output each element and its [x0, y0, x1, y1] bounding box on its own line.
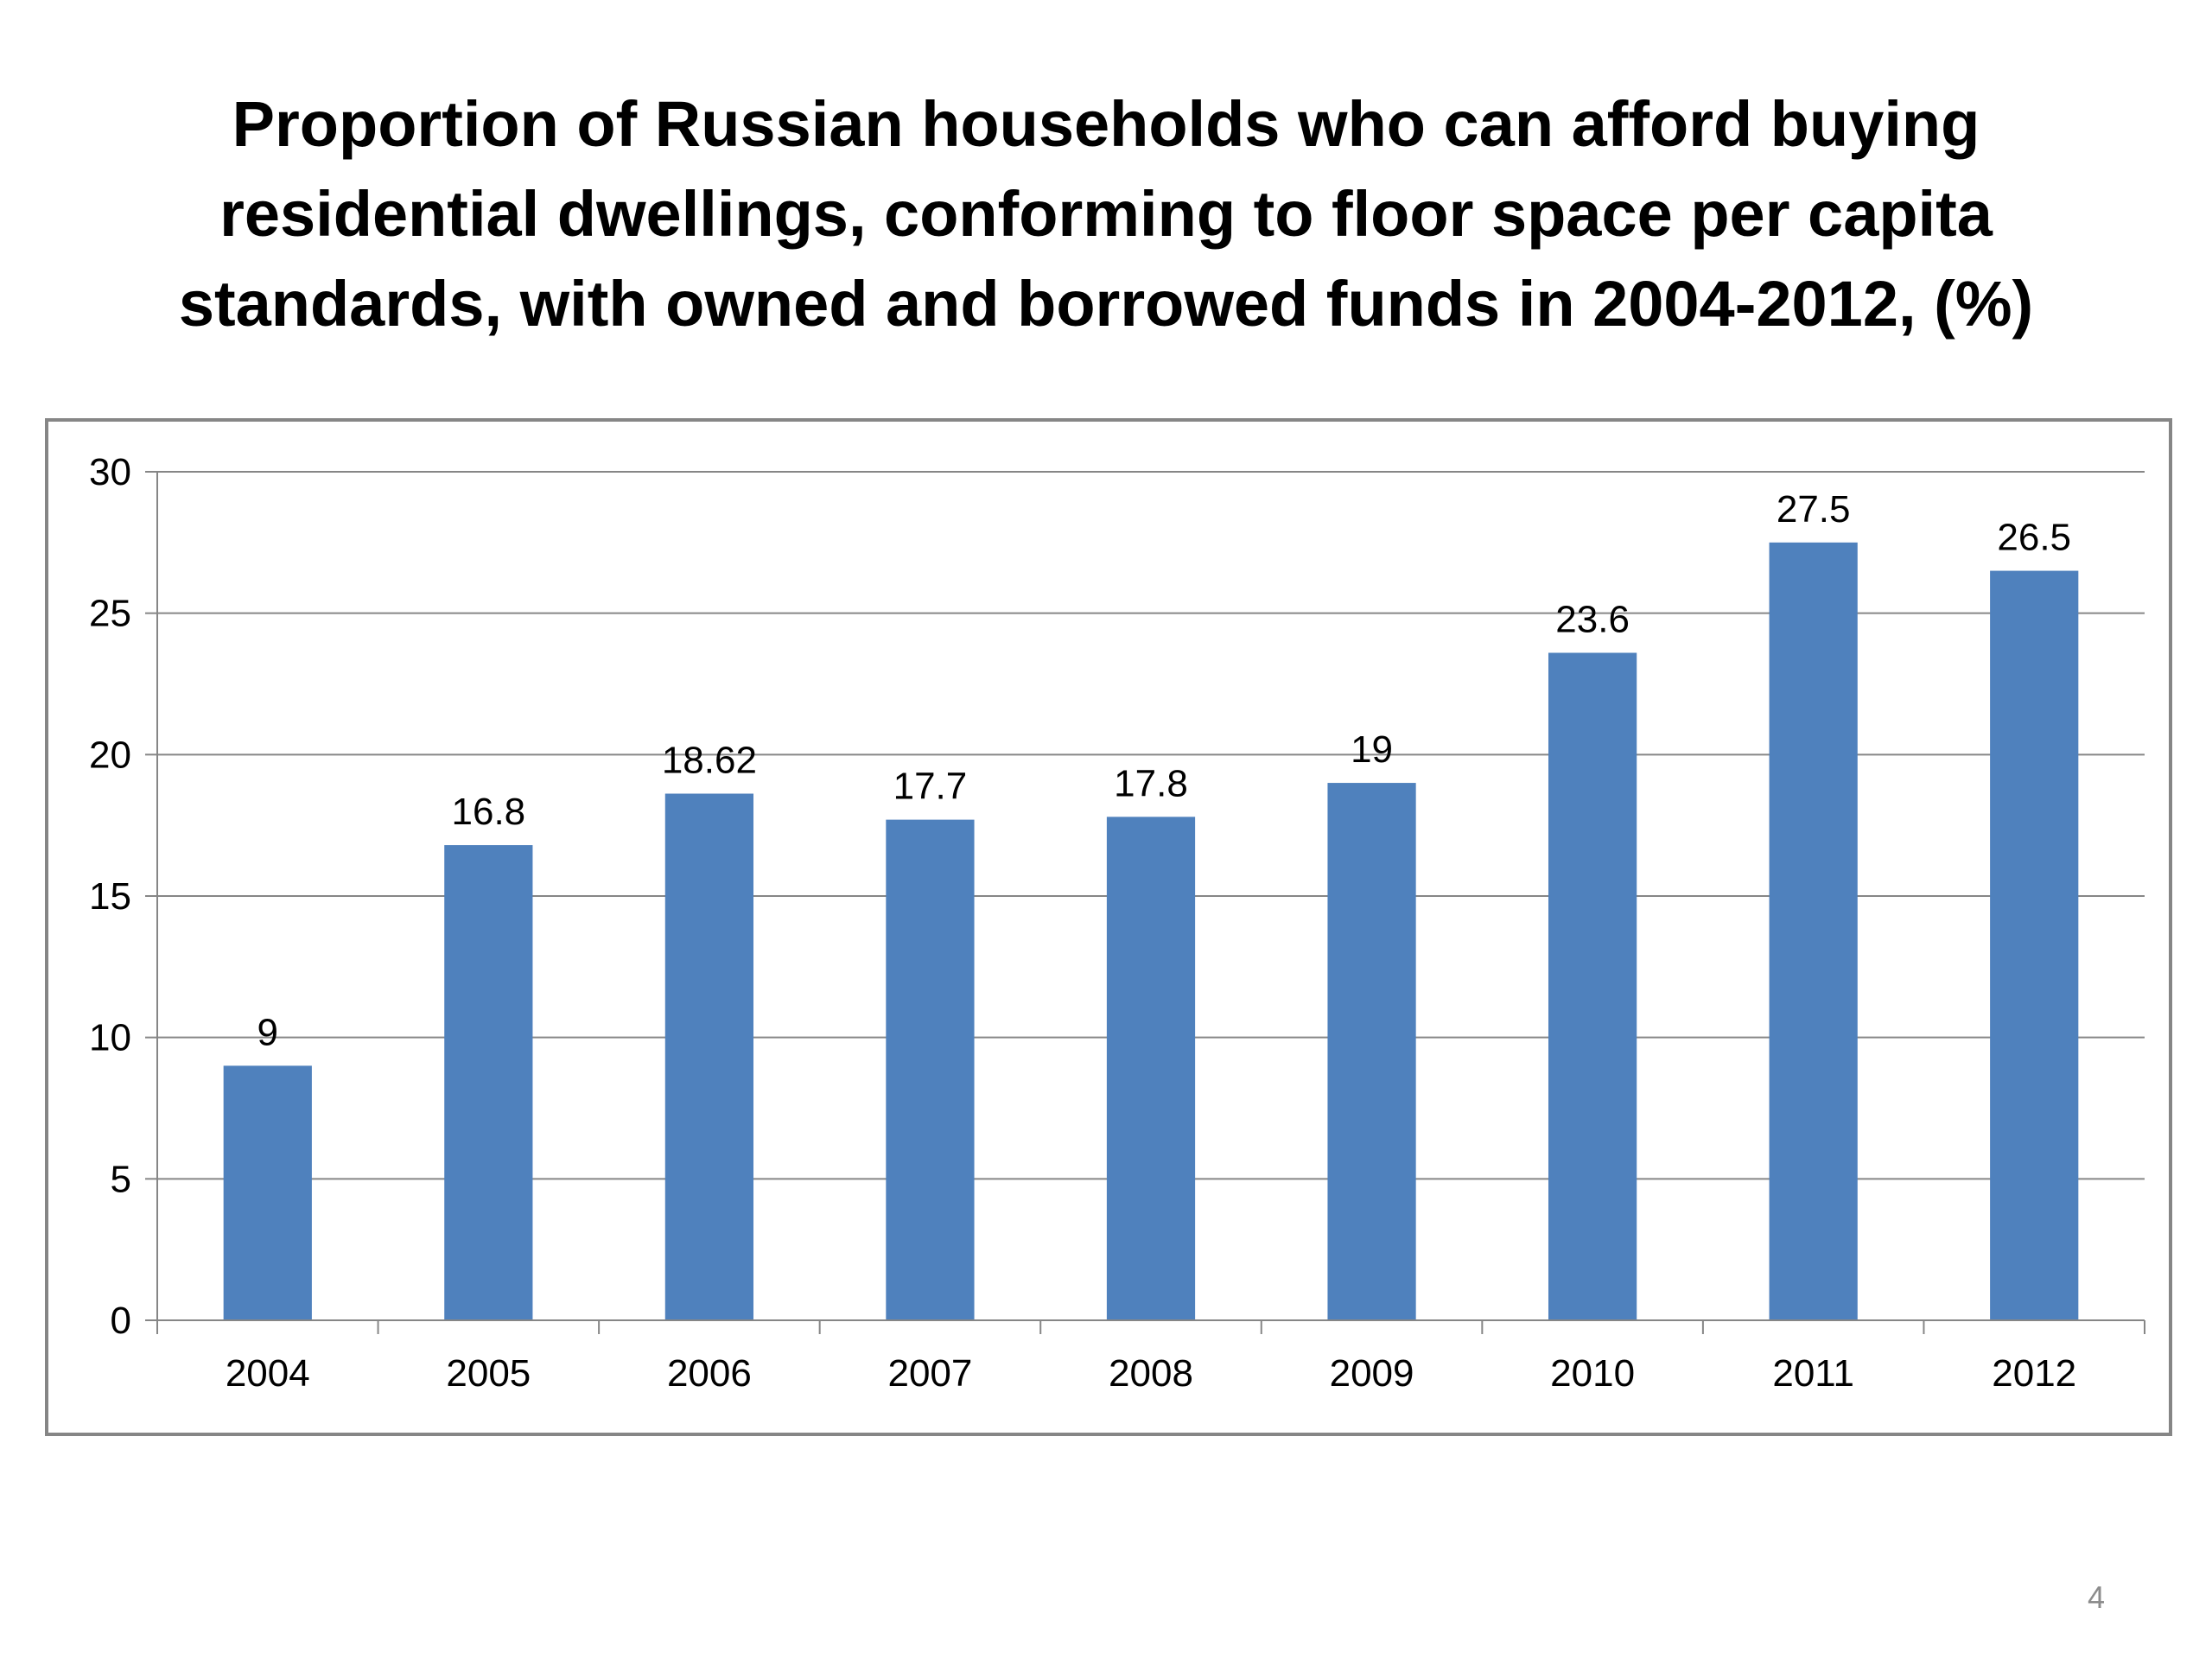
data-label: 18.62: [662, 740, 757, 782]
y-tick-label: 10: [89, 1017, 131, 1059]
data-label: 9: [257, 1011, 278, 1053]
y-tick-label: 15: [89, 875, 131, 918]
x-tick-label: 2008: [1109, 1352, 1193, 1395]
chart-area: 0 5 10 15 20 25 30 2004 2005 2006 2007 2008 2009 201…: [45, 418, 2172, 1436]
x-tick-label: 2009: [1330, 1352, 1414, 1395]
bar-2008: [1106, 817, 1196, 1320]
y-tick-label: 20: [89, 734, 131, 776]
data-label: 17.7: [893, 766, 968, 808]
x-tick-label: 2004: [226, 1352, 310, 1395]
bar-2005: [444, 845, 533, 1320]
x-tick-label: 2006: [667, 1352, 752, 1395]
data-label: 16.8: [452, 791, 526, 833]
y-tick-label: 5: [111, 1158, 131, 1200]
bars: [223, 542, 2079, 1320]
data-label: 17.8: [1114, 762, 1188, 804]
x-axis: [145, 471, 2145, 1334]
x-tick-label: 2007: [887, 1352, 972, 1395]
bar-chart: 0 5 10 15 20 25 30 2004 2005 2006 2007 2008 2009 201…: [89, 451, 2145, 1395]
data-label: 27.5: [1777, 488, 1851, 531]
data-labels: 9 16.8 18.62 17.7 17.8 19 23.6 27.5 26.5: [257, 488, 2072, 1054]
data-label: 26.5: [1997, 517, 2071, 559]
x-tick-label: 2011: [1772, 1352, 1854, 1395]
page-number: 4: [2087, 1580, 2106, 1615]
data-label: 19: [1351, 728, 1393, 771]
x-tick-label: 2010: [1550, 1352, 1635, 1395]
bar-2012: [1990, 570, 2079, 1320]
x-tick-label: 2012: [1992, 1352, 2076, 1395]
bar-2009: [1327, 783, 1416, 1320]
y-axis-tick-labels: 0 5 10 15 20 25 30: [89, 451, 131, 1342]
bar-2007: [886, 819, 975, 1320]
chart-title: Proportion of Russian households who can…: [178, 88, 2034, 340]
bar-2011: [1769, 542, 1858, 1320]
x-axis-tick-labels: 2004 2005 2006 2007 2008 2009 2010 2011 2012: [226, 1352, 2076, 1395]
bar-2010: [1548, 652, 1637, 1320]
x-tick-label: 2005: [446, 1352, 531, 1395]
data-label: 23.6: [1555, 598, 1630, 640]
bar-2004: [223, 1065, 312, 1320]
y-tick-label: 30: [89, 451, 131, 493]
y-tick-label: 0: [111, 1300, 131, 1342]
y-tick-label: 25: [89, 593, 131, 635]
bar-2006: [664, 793, 753, 1320]
